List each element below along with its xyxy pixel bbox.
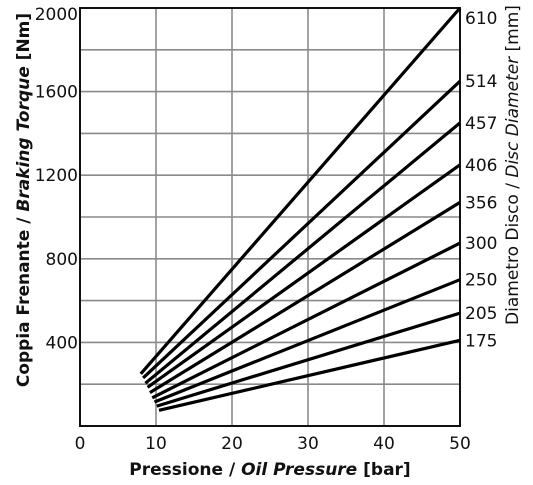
series-label-205: 205 bbox=[465, 304, 497, 324]
series-line-406 bbox=[146, 163, 461, 389]
right-axis-title: Diametro Disco / Disc Diameter [mm] bbox=[503, 5, 523, 325]
series-label-406: 406 bbox=[465, 156, 497, 176]
x-tick-label: 10 bbox=[145, 434, 167, 454]
y-tick-label: 1200 bbox=[35, 166, 78, 186]
y-tick-label: 2000 bbox=[35, 5, 78, 25]
plot-frame bbox=[79, 7, 461, 427]
y-tick-labels: 400 800 1200 1600 2000 bbox=[35, 5, 78, 353]
series-label-514: 514 bbox=[465, 72, 497, 92]
series-line-356 bbox=[149, 201, 461, 394]
x-tick-label: 30 bbox=[297, 434, 319, 454]
x-tick-label: 0 bbox=[75, 434, 86, 454]
x-tick-label: 40 bbox=[373, 434, 395, 454]
series-label-610: 610 bbox=[465, 9, 497, 29]
series-label-175: 175 bbox=[465, 331, 497, 351]
series-line-205 bbox=[156, 311, 461, 408]
y-tick-label: 800 bbox=[46, 250, 78, 270]
series-line-250 bbox=[153, 278, 461, 404]
x-axis-title: Pressione / Oil Pressure [bar] bbox=[129, 460, 410, 480]
series-label-250: 250 bbox=[465, 271, 497, 291]
x-tick-labels: 0 10 20 30 40 50 bbox=[75, 434, 471, 454]
series-line-514 bbox=[142, 80, 462, 380]
series-label-457: 457 bbox=[465, 114, 497, 134]
series-lines bbox=[139, 6, 462, 412]
x-tick-label: 20 bbox=[221, 434, 243, 454]
grid bbox=[80, 8, 460, 426]
series-labels: 610 514 457 406 356 300 250 205 175 bbox=[465, 9, 497, 351]
y-axis-title: Coppia Frenante / Braking Torque [Nm] bbox=[14, 13, 34, 387]
series-label-300: 300 bbox=[465, 234, 497, 254]
series-line-457 bbox=[144, 121, 462, 385]
x-tick-label: 50 bbox=[449, 434, 471, 454]
y-tick-label: 1600 bbox=[35, 83, 78, 103]
series-label-356: 356 bbox=[465, 193, 497, 213]
y-tick-label: 400 bbox=[46, 333, 78, 353]
series-line-300 bbox=[151, 241, 461, 400]
series-line-610 bbox=[139, 6, 462, 375]
series-line-175 bbox=[158, 338, 461, 412]
